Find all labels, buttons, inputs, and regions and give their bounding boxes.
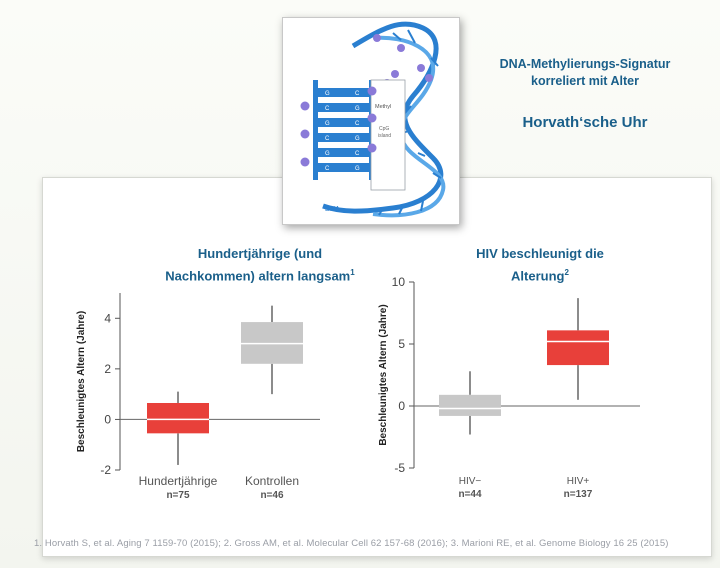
chart1-category-label: Kontrollen [245,474,299,488]
chart1-category-label: Hundertjährige [139,474,218,488]
chart2-title-line1: HIV beschleunigt die [476,246,604,261]
ladder-rung [318,103,369,112]
chart2-y-tick-label: 10 [392,275,406,289]
signature-line-1: DNA-Methylierungs-Signatur [499,57,671,71]
ladder-rung [318,118,369,127]
helix-rungs [378,29,442,216]
base-letter: G [355,136,360,142]
chart1-n-label: n=75 [166,490,190,501]
chart2-y-tick-label: 5 [398,337,405,351]
base-letter: G [325,121,330,127]
base-letter: C [355,121,360,127]
chart1-title-line1: Hundertjährige (und [197,246,323,261]
chart1-y-tick-label: 2 [104,362,111,376]
dna-illustration: G C C G G C C G G C C G Methyl CpG island DNA [282,17,460,225]
chart2-title-line2: Alterung2 [440,263,640,285]
chart-panel [42,177,712,557]
chart1-title-sup: 1 [350,268,355,277]
dna-drawing: G C C G G C C G G C C G Methyl CpG island DNA [300,21,446,218]
base-letter: G [355,166,360,172]
cpg-island-box [370,79,406,191]
ladder-rungs: G C C G G C C G G C C G [318,88,369,172]
chart1-title-line2: Nachkommen) altern langsam1 [150,263,370,285]
base-letter: C [355,151,360,157]
chart1-boxplot: 4 2 0 -2 Beschleunigtes Altern (Jahre) Hunder… [76,293,320,501]
ladder-rung [318,163,369,172]
chart1-y-label: Beschleunigtes Altern (Jahre) [76,311,87,452]
chart2-n-label: n=44 [458,489,482,500]
base-letter: C [325,136,330,142]
ladder-rung [318,133,369,142]
base-letter: C [325,166,330,172]
signature-title: DNA-Methylierungs-Signatur korreliert mi… [470,56,700,90]
chart2-title-sup: 2 [564,268,569,277]
chart2-y-tick-label: 0 [398,399,405,413]
ladder-methyl-dots [300,86,377,167]
methyl-label: Methyl [375,104,391,110]
chart2-title-line2-text: Alterung [511,268,565,284]
ladder-left-rail [313,80,318,180]
ladder-rung [318,148,369,157]
chart1-n-label: n=46 [260,490,284,501]
base-letter: G [325,91,330,97]
helix-methyl-dots [373,34,433,87]
base-letter: G [355,106,360,112]
clock-title: Horvath‘sche Uhr [522,114,648,131]
chart2-y-label: Beschleunigtes Altern (Jahre) [378,304,389,445]
chart2-y-tick-label: -5 [394,461,405,475]
chart2-boxplot: 10 5 0 -5 Beschleunigtes Altern (Jahre) HIV− n… [378,275,640,500]
ladder-rung [318,88,369,97]
chart1-y-tick-label: 0 [104,412,111,426]
base-letter: C [325,106,330,112]
dna-label: DNA [325,206,340,213]
chart2-category-label: HIV+ [567,476,590,487]
chart2-box [547,330,609,366]
island-label: island [378,133,391,139]
footnote: 1. Horvath S, et al. Aging 7 1159-70 (20… [34,538,669,549]
cpg-label: CpG [379,126,389,132]
chart2-category-label: HIV− [459,476,482,487]
chart2-title: HIV beschleunigt die Alterung2 [440,244,640,285]
chart1-title: Hundertjährige (und Nachkommen) altern l… [150,244,370,285]
chart1-y-tick-label: -2 [100,463,111,477]
signature-line-2: korreliert mit Alter [531,74,639,88]
base-letter: G [325,151,330,157]
chart1-title-line2-text: Nachkommen) altern langsam [165,268,351,284]
chart1-y-tick-label: 4 [104,311,111,325]
chart2-n-label: n=137 [564,489,593,500]
chart2-box [439,394,501,416]
base-letter: C [355,91,360,97]
chart1-box [147,402,209,434]
